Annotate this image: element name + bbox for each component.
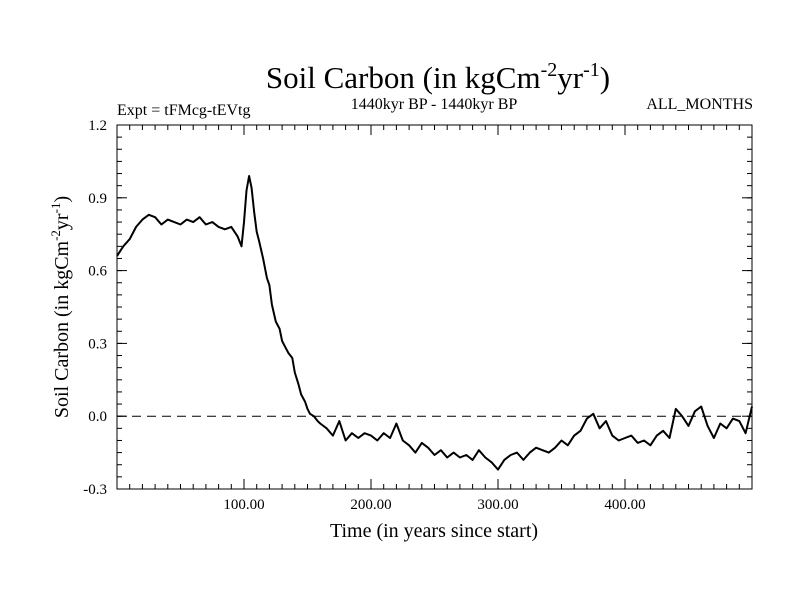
chart-title-sup2: -1	[583, 59, 600, 81]
months-label: ALL_MONTHS	[646, 96, 753, 113]
x-tick-label: 100.00	[223, 497, 264, 513]
chart-title-end: )	[600, 60, 610, 95]
chart-title-main: Soil Carbon (in kgCm	[266, 60, 541, 95]
x-tick-label: 300.00	[477, 497, 518, 513]
y-axis-label-sup1: -2	[48, 230, 63, 241]
x-tick-label: 400.00	[604, 497, 645, 513]
x-axis-label: Time (in years since start)	[330, 520, 538, 542]
y-tick-label: -0.3	[83, 482, 107, 498]
y-axis-label-end: )	[51, 196, 73, 203]
chart-title-sup1: -2	[541, 59, 558, 81]
chart-title: Soil Carbon (in kgCm-2yr-1)	[266, 59, 610, 95]
y-axis-label-main: Soil Carbon (in kgCm	[51, 240, 73, 418]
experiment-label: Expt = tFMcg-tEVtg	[117, 102, 250, 119]
time-range-label: 1440kyr BP - 1440kyr BP	[351, 96, 518, 113]
x-tick-label: 200.00	[350, 497, 391, 513]
y-tick-label: 0.0	[88, 409, 107, 425]
x-tick-labels: 100.00 200.00 300.00 400.00	[223, 497, 645, 513]
y-axis-label-mid: yr	[51, 213, 73, 230]
y-axis-label-sup2: -1	[48, 203, 63, 214]
y-tick-label: 0.3	[88, 336, 107, 352]
y-tick-labels: -0.3 0.0 0.3 0.6 0.9 1.2	[83, 118, 107, 498]
soil-carbon-series-line	[116, 175, 753, 471]
chart-title-mid: yr	[557, 60, 584, 95]
plot-frame	[116, 124, 753, 490]
y-tick-label: 0.6	[88, 264, 107, 280]
y-tick-label: 1.2	[88, 118, 107, 134]
y-axis-label: Soil Carbon (in kgCm-2yr-1)	[48, 196, 73, 418]
minor-ticks	[117, 125, 752, 489]
y-tick-label: 0.9	[88, 191, 107, 207]
